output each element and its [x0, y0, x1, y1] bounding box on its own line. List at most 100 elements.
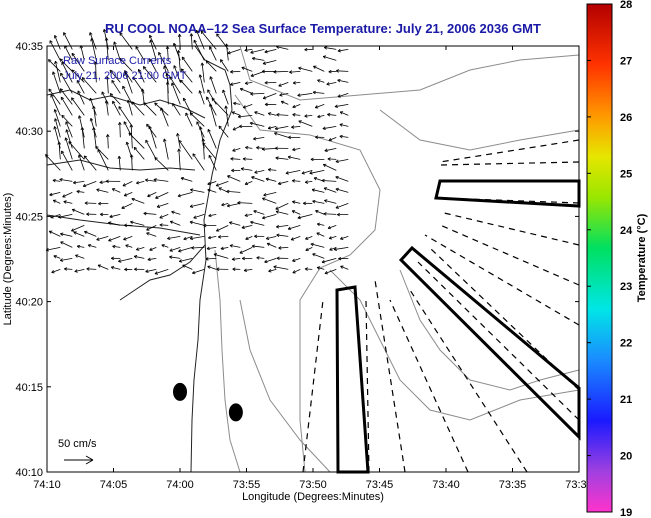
current-vector-head [267, 126, 271, 129]
current-vector [221, 203, 229, 206]
current-vector-head [189, 221, 193, 225]
current-vector-head [189, 236, 193, 240]
current-vector-head [167, 81, 170, 85]
current-vector [169, 256, 181, 259]
current-vector [81, 127, 85, 149]
current-vector-head [261, 69, 265, 72]
current-vector [54, 118, 61, 138]
current-vector-head [237, 116, 242, 119]
current-vector [54, 61, 61, 83]
current-vector-head [337, 50, 341, 53]
current-vector-head [59, 258, 63, 261]
current-vector-head [274, 126, 278, 130]
current-vector [61, 114, 73, 127]
current-vector [262, 148, 277, 150]
current-vector-head [122, 85, 126, 89]
current-vector-head [193, 215, 197, 219]
current-vector-head [305, 236, 308, 240]
current-vector [244, 269, 253, 271]
current-vector-head [92, 127, 94, 131]
current-vector-head [265, 177, 269, 180]
current-vector [337, 49, 349, 52]
current-vector-head [74, 269, 78, 272]
current-vector-head [273, 266, 277, 269]
current-vector [118, 258, 133, 262]
current-vector [145, 179, 157, 182]
current-vector-head [156, 204, 160, 208]
current-vector-head [304, 114, 308, 117]
current-vector [61, 61, 73, 83]
current-vector [83, 181, 97, 187]
current-vector-head [199, 74, 203, 78]
current-vector-head [118, 259, 121, 262]
current-vector-head [303, 201, 307, 204]
current-vector-head [177, 133, 180, 136]
current-vector-head [335, 188, 339, 192]
current-vector-head [199, 126, 203, 130]
current-vector-head [49, 192, 53, 196]
survey-track-dashed [302, 299, 324, 473]
current-vector-head [340, 238, 344, 240]
current-vector-head [207, 266, 210, 269]
current-vector [323, 55, 337, 61]
current-vector-head [113, 41, 115, 45]
current-vector [241, 67, 253, 72]
colorbar: 28 27 26 25 24 23 22 21 20 19 Temperature (°C) [586, 0, 648, 518]
current-vector-head [220, 59, 224, 62]
current-vector [237, 202, 253, 204]
current-vector-head [207, 181, 211, 185]
current-vector-head [132, 76, 136, 79]
survey-track-dashed [409, 289, 528, 473]
current-vector-head [82, 183, 86, 187]
current-vector [216, 225, 229, 232]
current-vector [149, 126, 157, 149]
current-vector-head [222, 89, 226, 93]
current-vector-head [292, 104, 295, 108]
current-vector-head [130, 221, 133, 225]
current-vector [62, 192, 73, 198]
current-vector-head [304, 49, 308, 52]
current-vector-head [335, 176, 338, 180]
current-vector [91, 38, 97, 61]
current-vector [292, 269, 301, 274]
current-vector [264, 258, 277, 263]
current-vector [48, 59, 61, 72]
current-vector [141, 88, 145, 105]
current-vector [84, 231, 97, 237]
current-vector-head [288, 135, 292, 138]
current-vector [333, 247, 349, 250]
current-vector-head [112, 100, 116, 104]
current-vector [275, 126, 289, 130]
current-vector-head [239, 125, 243, 129]
current-vector [135, 46, 145, 61]
current-vector-head [126, 99, 129, 104]
current-vector-head [324, 199, 328, 201]
current-vector-head [178, 139, 182, 142]
current-vector-head [256, 147, 260, 150]
current-vector-head [206, 248, 210, 251]
current-vector-head [54, 109, 58, 112]
current-vector-head [321, 259, 325, 263]
current-vector [242, 158, 253, 160]
current-vector-head [206, 246, 210, 250]
current-vector-head [297, 217, 301, 220]
current-vector-head [71, 52, 75, 55]
current-vector-head [134, 267, 138, 270]
current-vector-head [231, 168, 235, 171]
current-vector [276, 225, 289, 228]
x-tick-label: 74:10 [33, 479, 61, 491]
current-vector-head [264, 259, 267, 263]
current-vector-head [118, 122, 121, 126]
current-vector-head [265, 178, 269, 182]
current-vector-head [111, 188, 115, 192]
current-vector-head [104, 100, 107, 104]
current-vector [327, 114, 337, 116]
current-vector [304, 115, 313, 117]
current-vector-head [205, 257, 209, 260]
current-vector [207, 189, 217, 193]
scale-arrow [64, 455, 94, 465]
current-vector-head [154, 102, 158, 105]
current-vector-head [177, 34, 180, 38]
current-vector-head [190, 112, 194, 114]
current-vector-head [277, 181, 281, 185]
